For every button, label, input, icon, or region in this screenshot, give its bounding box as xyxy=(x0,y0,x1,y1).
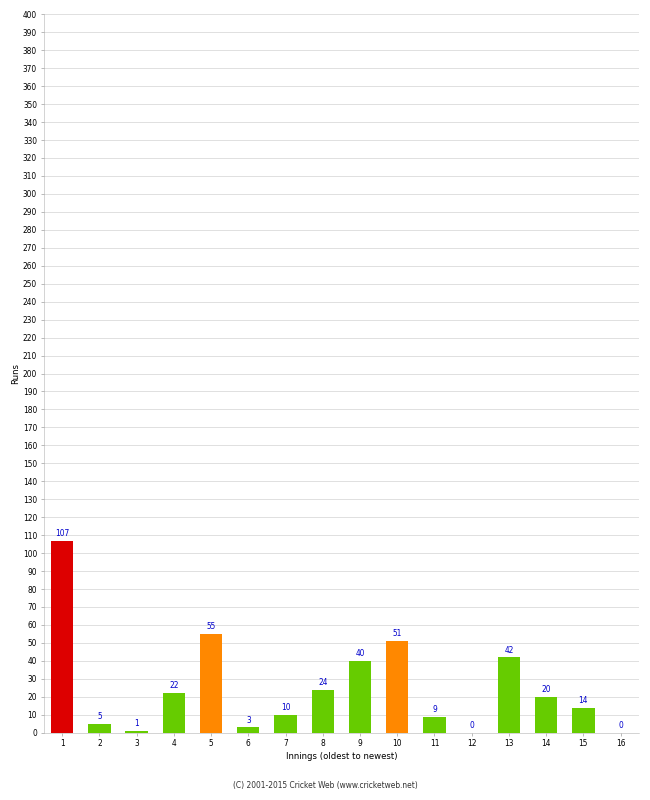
Text: (C) 2001-2015 Cricket Web (www.cricketweb.net): (C) 2001-2015 Cricket Web (www.cricketwe… xyxy=(233,782,417,790)
Bar xyxy=(125,731,148,733)
Bar xyxy=(200,634,222,733)
Bar xyxy=(311,690,334,733)
Text: 1: 1 xyxy=(135,719,139,728)
Text: 24: 24 xyxy=(318,678,328,687)
Bar xyxy=(535,697,557,733)
Text: 22: 22 xyxy=(169,682,179,690)
Text: 0: 0 xyxy=(469,721,474,730)
Text: 20: 20 xyxy=(541,685,551,694)
Text: 107: 107 xyxy=(55,529,70,538)
Bar xyxy=(88,724,110,733)
Text: 3: 3 xyxy=(246,716,251,725)
Bar xyxy=(386,641,408,733)
X-axis label: Innings (oldest to newest): Innings (oldest to newest) xyxy=(285,752,397,762)
Text: 0: 0 xyxy=(618,721,623,730)
Bar xyxy=(237,727,259,733)
Text: 42: 42 xyxy=(504,646,514,654)
Text: 9: 9 xyxy=(432,705,437,714)
Bar xyxy=(162,693,185,733)
Text: 55: 55 xyxy=(207,622,216,631)
Bar xyxy=(423,717,446,733)
Text: 10: 10 xyxy=(281,703,291,712)
Y-axis label: Runs: Runs xyxy=(11,363,20,384)
Bar xyxy=(572,707,595,733)
Bar xyxy=(498,658,520,733)
Text: 40: 40 xyxy=(356,649,365,658)
Text: 14: 14 xyxy=(578,696,588,705)
Bar xyxy=(51,541,73,733)
Text: 5: 5 xyxy=(97,712,101,721)
Bar xyxy=(274,714,296,733)
Text: 51: 51 xyxy=(393,630,402,638)
Bar xyxy=(349,661,371,733)
